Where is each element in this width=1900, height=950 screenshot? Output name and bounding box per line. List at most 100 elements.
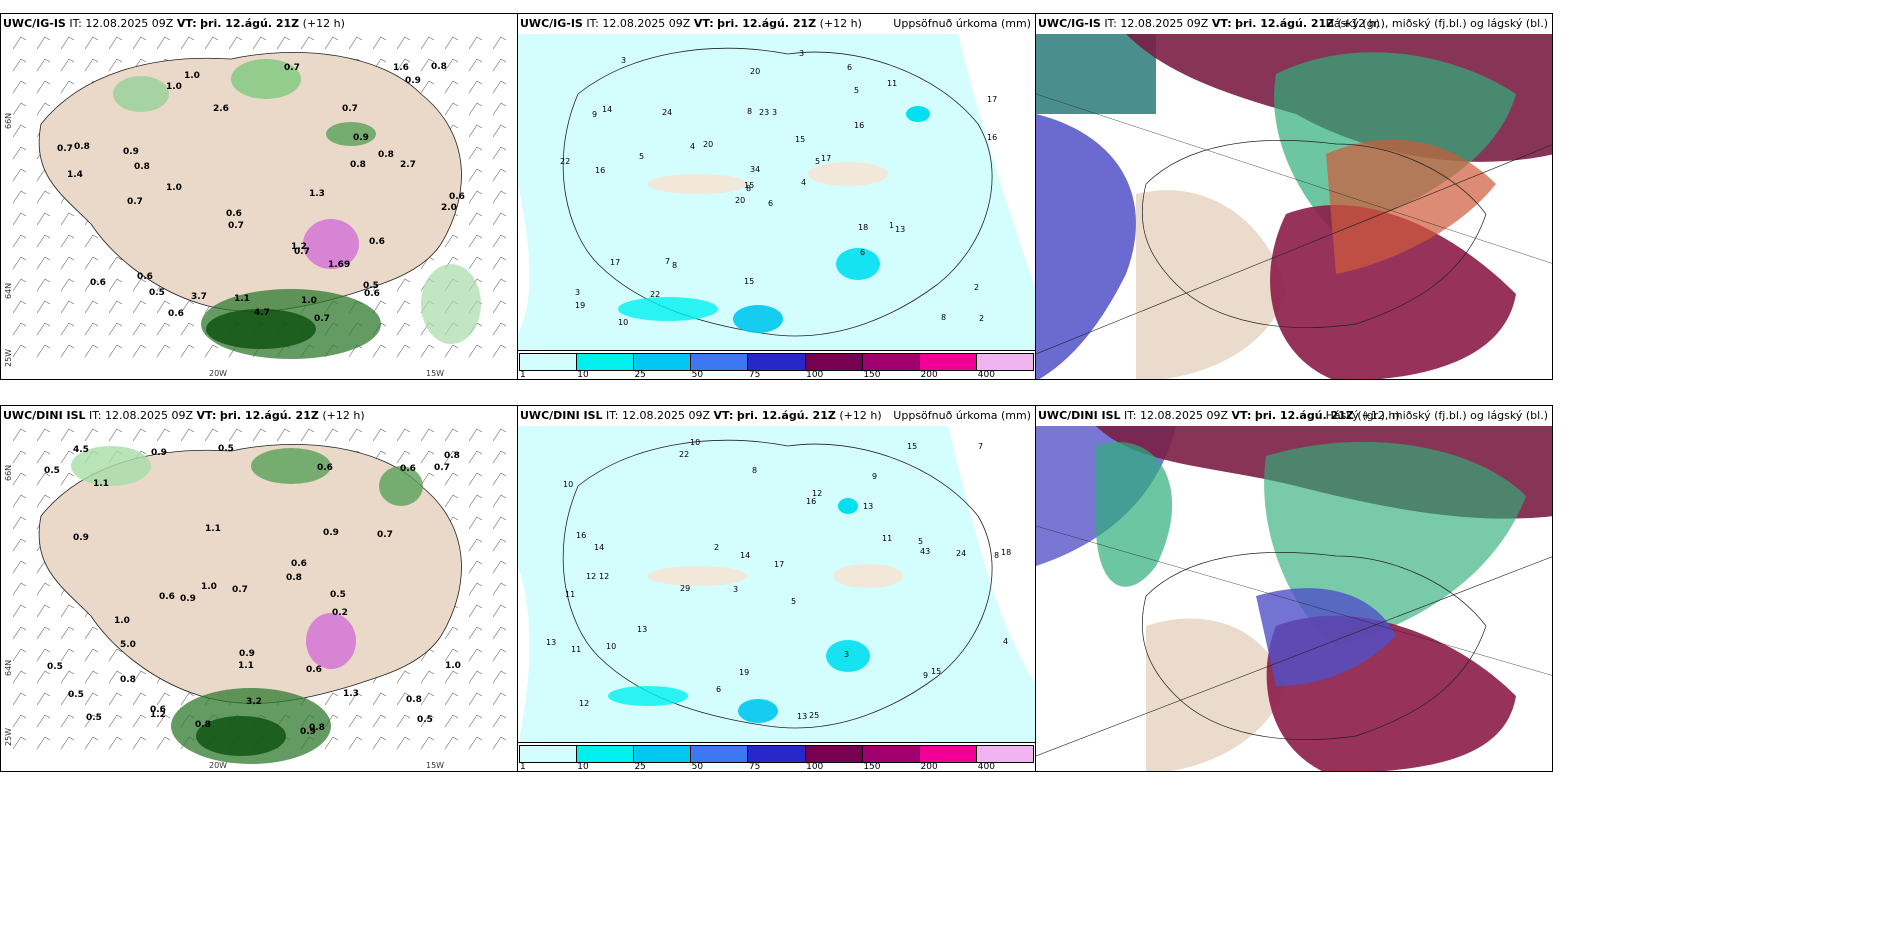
cloud-title: Háský (gr.), miðský (fj.bl.) og lágský (… (1325, 17, 1548, 30)
vt-label: VT: (1211, 17, 1232, 30)
wind-barb (372, 428, 387, 442)
value-label: 4.7 (254, 308, 270, 318)
vt-label: VT: (176, 17, 197, 30)
it-value: 12.08.2025 09Z (1140, 409, 1229, 422)
wind-barb (12, 472, 27, 486)
colorbar-tick: 10 (577, 370, 589, 380)
colorbar-cell (577, 354, 635, 370)
value-label: 0.5 (417, 715, 433, 725)
colorbar-tick: 400 (977, 762, 995, 772)
wind-barb (396, 300, 411, 314)
wind-barb (12, 344, 27, 358)
wind-barb (108, 714, 123, 728)
value-label: 0.7 (434, 463, 450, 473)
wind-barb (84, 234, 99, 248)
value-label: 20 (703, 140, 713, 149)
value-label: 0.9 (300, 727, 316, 737)
value-label: 20 (735, 196, 745, 205)
colorbar-tick: 200 (920, 370, 938, 380)
value-label: 0.6 (159, 592, 175, 602)
value-label: 1.2 (291, 242, 307, 252)
wind-barb (36, 714, 51, 728)
wind-barb (492, 102, 507, 116)
value-label: 16 (595, 166, 605, 175)
wind-barb (396, 450, 411, 464)
value-label: 4.5 (73, 445, 89, 455)
value-label: 8 (941, 313, 946, 322)
value-label: 0.2 (332, 608, 348, 618)
panel-header: UWC/DINI ISL IT: 12.08.2025 09Z VT: þri.… (518, 406, 1035, 426)
wind-barb (492, 234, 507, 248)
wind-barb (12, 670, 27, 684)
wind-barb (36, 36, 51, 50)
wind-barb (12, 692, 27, 706)
vt-value: þri. 12.ágú. 21Z (1235, 17, 1335, 30)
value-label: 0.6 (317, 463, 333, 473)
value-label: 11 (565, 590, 575, 599)
wind-barb (108, 58, 123, 72)
value-label: 0.8 (74, 142, 90, 152)
colorbar-cell (919, 354, 977, 370)
wind-barb (12, 168, 27, 182)
colorbar-tick: 100 (806, 762, 824, 772)
wind-barb (492, 146, 507, 160)
value-label: 0.6 (150, 705, 166, 715)
precip-title: Uppsöfnuð úrkoma (mm) (893, 409, 1031, 422)
wind-barb (156, 36, 171, 50)
wind-barb (36, 58, 51, 72)
wind-barb (468, 212, 483, 226)
value-label: 34 (750, 165, 760, 174)
wind-barb (468, 538, 483, 552)
cloud-map (1036, 34, 1552, 379)
wind-barb (180, 692, 195, 706)
wind-barb (60, 80, 75, 94)
colorbar-tick: 10 (577, 762, 589, 772)
wind-barb (444, 626, 459, 640)
map-area: 0.7 1.0 0.6 0.9 0.8 1.0 2.0 1.0 0.7 0.5 0.6 0.7 0.6 1… (1, 34, 517, 379)
wind-barb (444, 736, 459, 750)
value-label: 0.6 (226, 209, 242, 219)
value-label: 0.8 (309, 723, 325, 733)
model-name: UWC/DINI ISL (1038, 409, 1121, 422)
wind-barb (12, 212, 27, 226)
value-label: 3.7 (191, 292, 207, 302)
value-label: 1.0 (301, 296, 317, 306)
value-label: 16 (576, 531, 586, 540)
panel-header: UWC/DINI ISL IT: 12.08.2025 09Z VT: þri.… (1, 406, 517, 426)
wind-barb (468, 472, 483, 486)
wind-barb (492, 582, 507, 596)
colorbar-tick: 400 (977, 370, 995, 380)
value-label: 0.9 (239, 649, 255, 659)
value-label: 5 (791, 597, 796, 606)
wind-barb (396, 714, 411, 728)
value-label: 11 (887, 79, 897, 88)
value-label: 16 (806, 497, 816, 506)
wind-barb (156, 692, 171, 706)
wind-barb (132, 692, 147, 706)
wind-barb (468, 626, 483, 640)
value-label: 16 (987, 133, 997, 142)
wind-barb (348, 692, 363, 706)
vt-label: VT: (713, 409, 734, 422)
wind-barb (12, 58, 27, 72)
it-value: 12.08.2025 09Z (1120, 17, 1209, 30)
wind-barb (468, 560, 483, 574)
value-label: 0.8 (195, 720, 211, 730)
value-label: 12 (579, 699, 589, 708)
colorbar-cell (976, 354, 1033, 370)
wind-barb (492, 124, 507, 138)
wind-barb (132, 36, 147, 50)
wind-barb (12, 494, 27, 508)
wind-barb (156, 736, 171, 750)
wind-barb (492, 648, 507, 662)
it-value: 12.08.2025 09Z (602, 17, 691, 30)
wind-barb (12, 146, 27, 160)
value-label: 1.1 (93, 479, 109, 489)
value-label: 12 (599, 572, 609, 581)
value-label: 17 (821, 154, 831, 163)
value-label: 8 (672, 261, 677, 270)
wind-barb (420, 58, 435, 72)
wind-barb (84, 322, 99, 336)
model-name: UWC/IG-IS (520, 17, 583, 30)
colorbar-cell (634, 746, 692, 762)
